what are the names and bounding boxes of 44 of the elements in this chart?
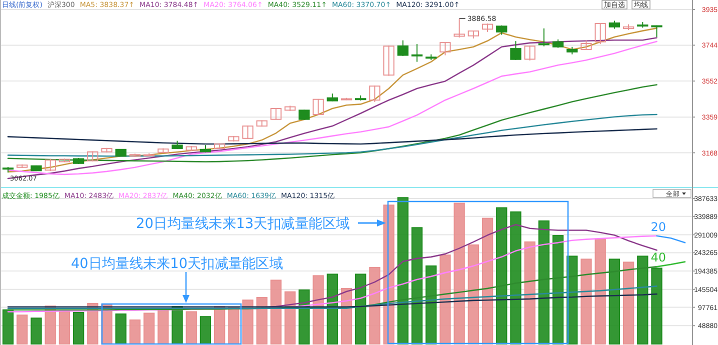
bar [129, 319, 141, 344]
annotation: 40日均量线未来10天扣减量能区域 [71, 256, 289, 272]
bar [440, 254, 451, 344]
bar [397, 197, 408, 344]
bar [72, 312, 84, 344]
bar [608, 258, 620, 344]
bar [651, 268, 662, 344]
bar [115, 313, 126, 344]
bar [538, 220, 550, 344]
bar [298, 289, 310, 344]
bar [496, 207, 508, 344]
bar [242, 300, 254, 344]
bar [228, 306, 240, 344]
bar [2, 309, 14, 344]
bar [524, 241, 536, 344]
bar [326, 274, 338, 344]
bar [158, 309, 169, 344]
bar [143, 312, 155, 344]
bar [552, 235, 564, 344]
line-series [7, 286, 658, 309]
bar [186, 311, 197, 344]
bar [270, 280, 282, 344]
bar [637, 256, 648, 344]
bar [200, 316, 212, 344]
bar [468, 244, 479, 344]
bar [58, 311, 70, 344]
bar [594, 238, 606, 344]
bar [16, 314, 28, 344]
bar [411, 227, 423, 344]
bar [312, 275, 324, 344]
series-label: 40 [650, 250, 666, 265]
bar [454, 202, 465, 344]
bar [355, 274, 366, 344]
bar [369, 266, 380, 344]
bar [580, 258, 592, 344]
bar [510, 211, 522, 344]
annotation: 20日均量线未来13天扣减量能区域 [136, 216, 354, 232]
bar [284, 291, 296, 344]
line-series [7, 293, 658, 308]
bar [256, 296, 268, 344]
bar [622, 262, 634, 344]
bar [482, 218, 494, 344]
series-label: 20 [650, 220, 666, 234]
bar [30, 318, 42, 344]
